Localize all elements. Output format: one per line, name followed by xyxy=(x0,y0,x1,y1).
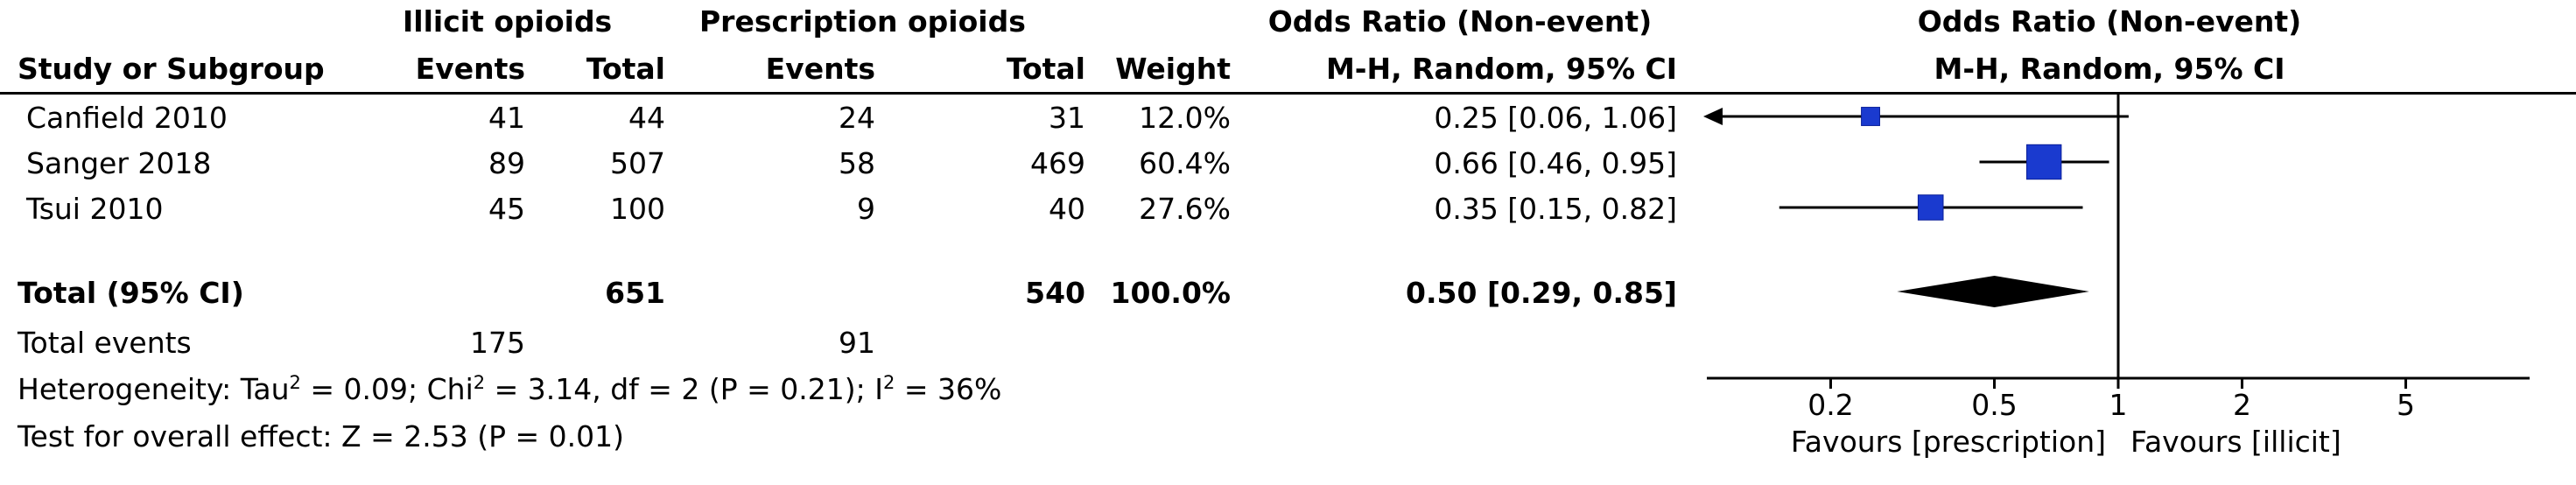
study-square xyxy=(2025,144,2062,180)
total-events-label: Total events xyxy=(18,326,192,360)
study-name: Tsui 2010 xyxy=(26,192,164,226)
events2-cell: 24 xyxy=(839,101,875,135)
x-tick-label: 2 xyxy=(2233,388,2251,422)
overall-effect-text: Test for overall effect: Z = 2.53 (P = 0… xyxy=(18,419,624,453)
header-rule xyxy=(0,92,2576,95)
events1-cell: 45 xyxy=(488,192,525,226)
x-tick-label: 1 xyxy=(2109,388,2128,422)
total2-cell: 540 xyxy=(1025,276,1085,310)
x-tick-label: 0.5 xyxy=(1971,388,2017,422)
or-plot-subheader: M-H, Random, 95% CI xyxy=(1934,52,2285,86)
study-name: Sanger 2018 xyxy=(26,146,212,180)
total-label: Total (95% CI) xyxy=(18,276,244,310)
ci-cell: 0.66 [0.46, 0.95] xyxy=(1434,146,1677,180)
favours-right-label: Favours [illicit] xyxy=(2130,425,2341,459)
events1-cell: 175 xyxy=(470,326,525,360)
total2-header: Total xyxy=(1006,52,1085,86)
weight-cell: 12.0% xyxy=(1139,101,1231,135)
weight-cell: 100.0% xyxy=(1110,276,1231,310)
study-square xyxy=(1917,194,1944,221)
ci-cell: 0.50 [0.29, 0.85] xyxy=(1406,276,1677,310)
x-tick-label: 5 xyxy=(2397,388,2415,422)
ci-cell: 0.25 [0.06, 1.06] xyxy=(1434,101,1677,135)
events1-cell: 89 xyxy=(488,146,525,180)
weight-cell: 27.6% xyxy=(1139,192,1231,226)
events1-cell: 41 xyxy=(488,101,525,135)
events1-header: Events xyxy=(415,52,525,86)
study-name: Canfield 2010 xyxy=(26,101,228,135)
events2-cell: 91 xyxy=(839,326,875,360)
events2-header: Events xyxy=(765,52,875,86)
total1-cell: 507 xyxy=(610,146,665,180)
weight-cell: 60.4% xyxy=(1139,146,1231,180)
total2-cell: 40 xyxy=(1049,192,1085,226)
weight-header: Weight xyxy=(1115,52,1231,86)
forest-plot: 0.2 0.5 1 2 5 Favours [prescription] Favours [… xyxy=(1703,95,2530,459)
ci-cell: 0.35 [0.15, 0.82] xyxy=(1434,192,1677,226)
or-table-header: Odds Ratio (Non-event) xyxy=(1267,4,1653,39)
favours-left-label: Favours [prescription] xyxy=(1791,425,2106,459)
or-plot-header: Odds Ratio (Non-event) xyxy=(1917,4,2302,39)
total1-header: Total xyxy=(586,52,665,86)
total1-cell: 651 xyxy=(605,276,665,310)
events2-cell: 9 xyxy=(857,192,875,226)
pooled-diamond xyxy=(1897,276,2089,307)
total2-cell: 469 xyxy=(1030,146,1085,180)
group2-header: Prescription opioids xyxy=(699,4,1026,39)
or-table-subheader: M-H, Random, 95% CI xyxy=(1325,52,1677,86)
heterogeneity-text: Heterogeneity: Tau2 = 0.09; Chi2 = 3.14,… xyxy=(18,372,1002,406)
study-square xyxy=(1861,107,1880,126)
x-tick-label: 0.2 xyxy=(1807,388,1853,422)
study-header: Study or Subgroup xyxy=(18,52,325,86)
total1-cell: 100 xyxy=(610,192,665,226)
total1-cell: 44 xyxy=(628,101,665,135)
total2-cell: 31 xyxy=(1049,101,1085,135)
events2-cell: 58 xyxy=(839,146,875,180)
group1-header: Illicit opioids xyxy=(403,4,613,39)
